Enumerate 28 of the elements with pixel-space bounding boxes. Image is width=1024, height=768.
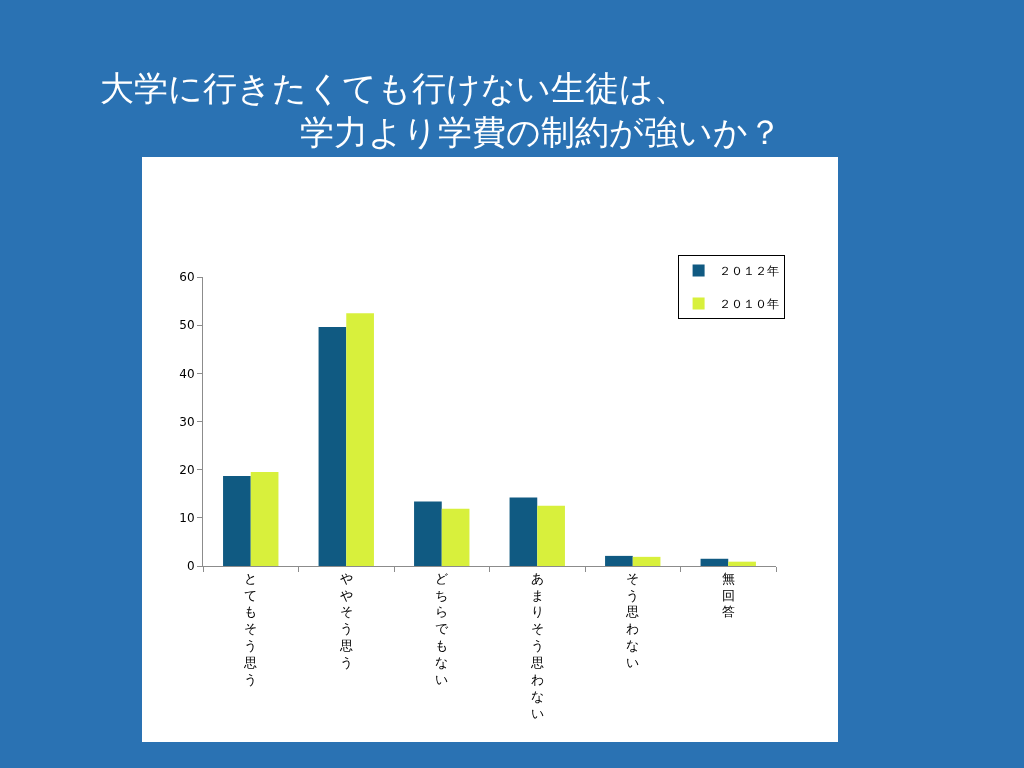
bar (223, 475, 251, 566)
legend-label: ２０１０年 (718, 297, 779, 312)
bar (509, 497, 538, 566)
y-tick-label: 10 (179, 511, 195, 526)
y-tick-label: 0 (186, 559, 195, 574)
x-tick-label: とてもそう思う (243, 570, 258, 687)
category-label: あまりそう思わない (530, 570, 544, 721)
x-tick-label: そう思わない (625, 570, 640, 671)
bar (414, 501, 442, 566)
bar (537, 505, 565, 566)
bar (700, 558, 729, 566)
y-tick-label: 20 (179, 462, 195, 477)
x-tick-label: どちらでもない (435, 570, 450, 687)
x-tick-label: 無回答 (721, 570, 735, 620)
y-tick-label: 50 (179, 318, 195, 333)
legend-label: ２０１２年 (718, 264, 779, 279)
y-tick-label: 30 (179, 414, 195, 429)
bar (318, 327, 347, 566)
bar (632, 556, 661, 566)
bar (605, 555, 633, 566)
bar (250, 472, 279, 566)
y-tick-label: 60 (179, 270, 195, 285)
bar (441, 508, 470, 566)
chart-title: 大学に行きたくても行けない生徒は、学力より学費の制約が強いか？ (100, 68, 782, 152)
x-tick-label: ややそう思う (338, 570, 353, 671)
bar (728, 561, 756, 566)
y-tick-label: 40 (179, 366, 195, 381)
bar (346, 313, 374, 566)
